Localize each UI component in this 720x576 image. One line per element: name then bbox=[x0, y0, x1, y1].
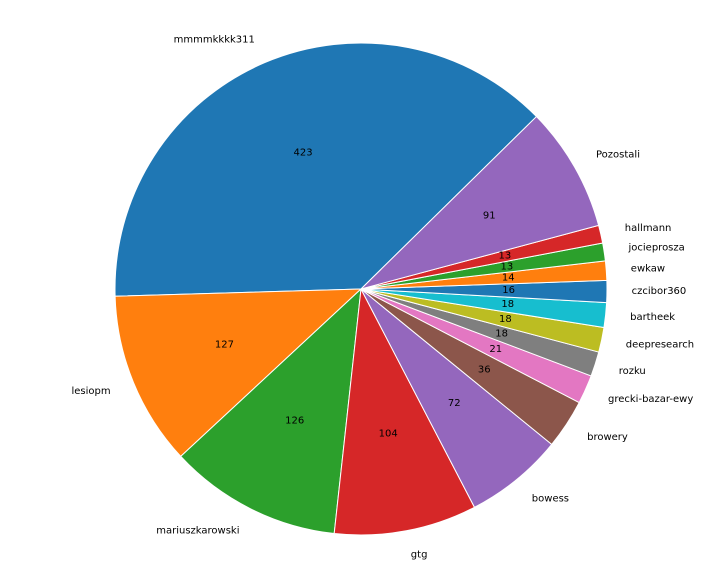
pie-name-label-mmmmkkkk311: mmmmkkkk311 bbox=[174, 35, 255, 46]
pie-name-labels: mmmmkkkk311 lesiopm mariuszkarowski gtg bowe… bbox=[71, 35, 694, 561]
pie-slice-mmmmkkkk311 bbox=[114, 42, 537, 297]
pie-slice-lesiopm bbox=[114, 288, 362, 457]
pie-value-label-bowess: 72 bbox=[448, 398, 461, 409]
pie-name-label-gtg: gtg bbox=[411, 550, 428, 561]
pie-value-label-gtg: 104 bbox=[379, 429, 398, 440]
pie-name-label-mariuszkarowski: mariuszkarowski bbox=[156, 525, 239, 536]
pie-name-label-ewkaw: ewkaw bbox=[631, 263, 665, 274]
pie-value-label-deepresearch: 18 bbox=[499, 314, 512, 325]
pie-name-label-pozostali: Pozostali bbox=[596, 149, 640, 160]
pie-value-label-jocieprosza: 13 bbox=[501, 261, 514, 272]
pie-name-label-jocieprosza: jocieprosza bbox=[628, 243, 685, 254]
pie-value-label-browery: 36 bbox=[478, 365, 491, 376]
pie-slice-mariuszkarowski bbox=[180, 288, 362, 535]
pie-value-label-czcibor360: 16 bbox=[502, 285, 515, 296]
pie-name-label-czcibor360: czcibor360 bbox=[632, 286, 687, 297]
pie-value-label-mmmmkkkk311: 423 bbox=[294, 148, 313, 159]
pie-name-label-rozku: rozku bbox=[619, 366, 646, 377]
pie-name-label-hallmann: hallmann bbox=[625, 223, 672, 234]
pie-name-label-lesiopm: lesiopm bbox=[71, 386, 110, 397]
pie-slice-gtg bbox=[333, 288, 475, 536]
pie-name-label-grecki-bazar-ewy: grecki-bazar-ewy bbox=[608, 394, 693, 405]
pie-value-label-mariuszkarowski: 126 bbox=[285, 415, 304, 426]
pie-value-label-ewkaw: 14 bbox=[502, 273, 515, 284]
pie-name-label-bartheek: bartheek bbox=[630, 312, 675, 323]
pie-slices bbox=[114, 42, 608, 536]
pie-slice-pozostali bbox=[360, 116, 600, 290]
pie-value-label-bartheek: 18 bbox=[501, 299, 514, 310]
pie-value-label-grecki-bazar-ewy: 21 bbox=[489, 344, 502, 355]
pie-name-label-browery: browery bbox=[587, 432, 628, 443]
pie-name-label-deepresearch: deepresearch bbox=[626, 339, 694, 350]
pie-value-label-rozku: 18 bbox=[495, 329, 508, 340]
pie-value-label-lesiopm: 127 bbox=[215, 340, 234, 351]
pie-value-label-pozostali: 91 bbox=[483, 210, 496, 221]
pie-name-label-bowess: bowess bbox=[532, 493, 569, 504]
pie-value-label-hallmann: 13 bbox=[499, 251, 512, 262]
